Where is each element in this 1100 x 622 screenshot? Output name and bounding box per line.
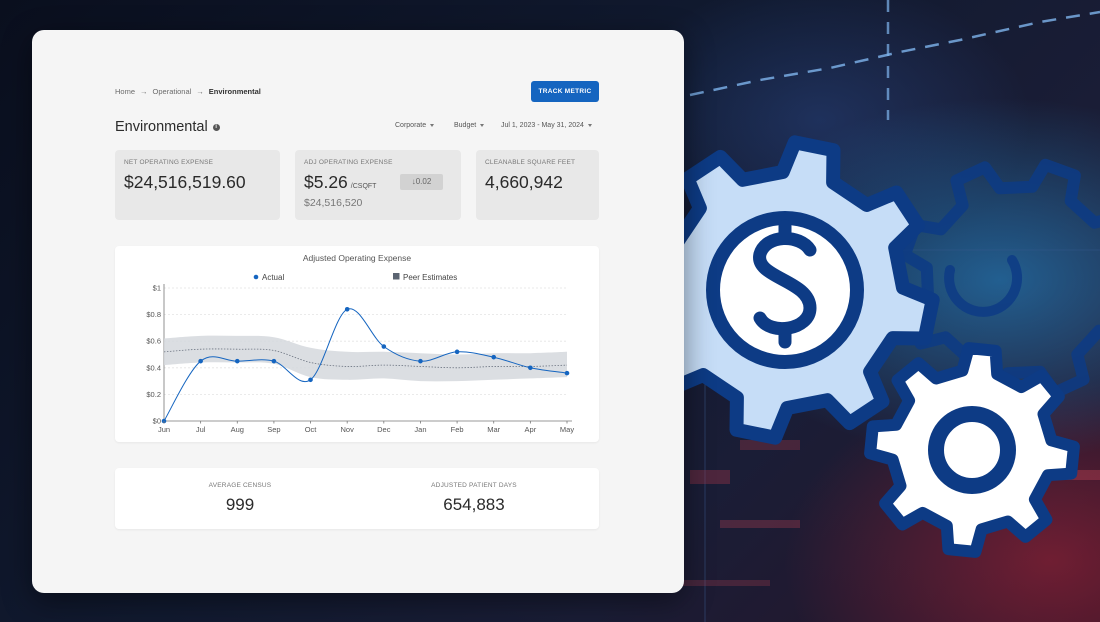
actual-data-point [344, 306, 350, 312]
filter-date-range-value: Jul 1, 2023 - May 31, 2024 [501, 122, 584, 129]
x-tick-label: May [560, 425, 574, 434]
breadcrumb: Home → Operational → Environmental [115, 87, 261, 96]
track-metric-button[interactable]: TRACK METRIC [531, 81, 599, 102]
actual-data-point [528, 365, 533, 371]
chart-legend: Actual Peer Estimates [253, 273, 457, 282]
actual-data-point [308, 377, 313, 383]
actual-data-point [454, 349, 460, 355]
legend-peer-label[interactable]: Peer Estimates [403, 273, 457, 282]
page-title: Environmental i [115, 119, 220, 135]
x-tick-label: Nov [341, 425, 355, 434]
y-tick-label: $0.6 [146, 337, 161, 346]
chart-title: Adjusted Operating Expense [303, 253, 411, 263]
breadcrumb-current: Environmental [208, 87, 261, 96]
kpi-adj-operating-expense: ADJ OPERATING EXPENSE $5.26/CSQFT ↓0.02 … [295, 150, 461, 220]
filter-scenario[interactable]: Budget [454, 122, 485, 129]
chevron-down-icon [587, 124, 592, 127]
chevron-down-icon [430, 124, 435, 127]
peer-estimate-band [164, 335, 567, 382]
peer-estimate-line [163, 348, 568, 369]
stat-adjusted-patient-days: ADJUSTED PATIENT DAYS 654,883 [394, 482, 554, 515]
kpi-cleanable-square-feet: CLEANABLE SQUARE FEET 4,660,942 [476, 150, 599, 220]
stat-value: 654,883 [443, 495, 505, 514]
breadcrumb-operational[interactable]: Operational [152, 87, 192, 96]
breadcrumb-separator: → [140, 87, 148, 96]
kpi-label: CLEANABLE SQUARE FEET [485, 159, 576, 166]
actual-data-point [198, 358, 203, 364]
x-tick-label: Dec [377, 425, 391, 434]
filter-scenario-value: Budget [454, 122, 477, 129]
gears-illustration [630, 135, 1100, 558]
y-tick-label: $0.4 [146, 363, 161, 372]
legend-actual-marker [253, 274, 259, 280]
filter-date-range[interactable]: Jul 1, 2023 - May 31, 2024 [501, 122, 592, 129]
kpi-unit: /CSQFT [350, 183, 377, 190]
cog-icon [864, 342, 1080, 558]
x-tick-label: Jan [414, 425, 426, 434]
breadcrumb-separator: → [196, 87, 204, 96]
legend-peer-marker [393, 273, 400, 280]
breadcrumb-home[interactable]: Home [115, 87, 136, 96]
stat-label: ADJUSTED PATIENT DAYS [431, 482, 517, 489]
kpi-label: ADJ OPERATING EXPENSE [304, 159, 393, 166]
x-tick-label: Feb [451, 425, 464, 434]
actual-data-point [234, 358, 240, 364]
x-tick-label: Aug [231, 425, 244, 434]
info-icon[interactable]: i [212, 123, 220, 131]
power-gear-icon [898, 158, 1100, 402]
x-tick-label: Mar [487, 425, 500, 434]
dollar-gear-icon [630, 135, 940, 445]
stat-average-census: AVERAGE CENSUS 999 [160, 482, 320, 515]
actual-data-point [491, 354, 497, 360]
y-tick-label: $1 [153, 284, 161, 293]
arrow-down-icon: ↓ [411, 177, 416, 186]
change-badge: ↓0.02 [400, 174, 443, 190]
kpi-value: $5.26 [304, 172, 348, 192]
change-value: 0.02 [415, 177, 432, 186]
kpi-sub-value: $24,516,520 [304, 197, 363, 209]
x-tick-label: Oct [305, 425, 318, 434]
chart-card: Adjusted Operating Expense Actual Peer E… [115, 246, 599, 442]
legend-actual-label[interactable]: Actual [262, 273, 284, 282]
actual-data-point [564, 370, 570, 376]
x-tick-label: Jul [196, 425, 206, 434]
stat-value: 999 [225, 495, 255, 514]
y-tick-label: $0 [153, 417, 161, 426]
y-tick-label: $0.2 [146, 390, 161, 399]
kpi-value: $24,516,519.60 [124, 172, 246, 192]
kpi-label: NET OPERATING EXPENSE [124, 159, 214, 166]
filter-entity[interactable]: Corporate [395, 122, 435, 129]
kpi-value: 4,660,942 [485, 172, 563, 192]
actual-data-point [418, 358, 423, 364]
dashboard-card: Home → Operational → Environmental TRACK… [32, 30, 684, 593]
x-tick-label: Apr [525, 425, 537, 434]
chevron-down-icon [480, 124, 485, 127]
kpi-value-wrap: $5.26/CSQFT [304, 172, 376, 193]
actual-data-point [381, 344, 387, 349]
x-tick-label: Jun [158, 425, 170, 434]
adjusted-operating-expense-chart: Adjusted Operating Expense Actual Peer E… [146, 253, 574, 434]
page-title-text: Environmental [115, 119, 208, 135]
x-tick-label: Sep [267, 425, 280, 434]
stat-label: AVERAGE CENSUS [208, 482, 272, 489]
kpi-net-operating-expense: NET OPERATING EXPENSE $24,516,519.60 [115, 150, 280, 220]
actual-data-point [271, 358, 277, 364]
y-tick-label: $0.8 [146, 310, 161, 319]
filter-entity-value: Corporate [395, 122, 427, 129]
stats-card: AVERAGE CENSUS 999 ADJUSTED PATIENT DAYS… [115, 468, 599, 529]
